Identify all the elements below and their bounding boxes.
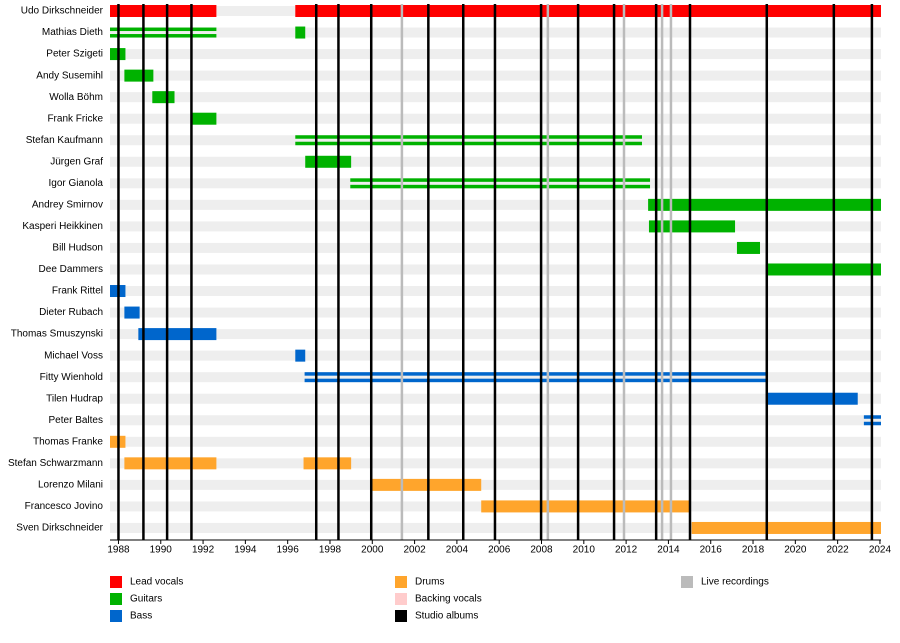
x-tick-label: 2024 [869,545,892,556]
member-bar-secondary [110,34,217,38]
member-bar [110,5,217,17]
legend-swatch [681,576,693,588]
legend-label: Live recordings [701,577,769,588]
row-label: Frank Fricke [47,113,103,124]
member-bar [192,112,217,125]
member-bar [295,5,881,17]
member-bar [152,91,175,104]
member-bar [691,521,881,534]
row-label: Fitty Wienhold [40,372,103,383]
x-tick-label: 2002 [403,545,426,556]
x-tick-label: 1996 [277,545,300,556]
row-label: Udo Dirkschneider [21,6,104,17]
member-bar [138,328,217,341]
row-label: Andy Susemihl [36,70,103,81]
x-tick-label: 1992 [192,545,215,556]
row-label: Tilen Hudrap [46,393,103,404]
row-label: Stefan Kaufmann [26,135,103,146]
row-label: Sven Dirkschneider [16,523,103,534]
member-bar [481,500,690,513]
row-label: Frank Rittel [52,286,103,297]
legend-swatch [110,610,122,622]
row-label: Wolla Böhm [49,92,103,103]
legend-swatch [395,610,407,622]
member-bar [124,306,140,319]
row-label: Peter Baltes [49,415,103,426]
row-label: Kasperi Heikkinen [22,221,103,232]
member-bar [350,178,651,182]
x-tick-label: 2000 [361,545,384,556]
member-bar-secondary [350,184,651,189]
x-tick-label: 1994 [234,545,257,556]
legend-swatch [395,593,407,605]
member-bar [305,155,352,168]
x-tick-label: 1988 [107,545,130,556]
legend-label: Guitars [130,594,162,605]
member-bar [124,69,154,82]
x-tick-label: 2016 [700,545,723,556]
row-label: Dieter Rubach [39,307,103,318]
x-tick-label: 2006 [488,545,511,556]
row-label: Peter Szigeti [46,49,103,60]
x-tick-label: 2010 [573,545,596,556]
legend-label: Bass [130,611,152,622]
member-bar [295,26,306,39]
row-label: Michael Voss [44,350,103,361]
legend-swatch [110,576,122,588]
row-label: Thomas Smuszynski [11,329,103,340]
legend-label: Studio albums [415,611,478,622]
legend-label: Drums [415,577,444,588]
x-tick-label: 2020 [784,545,807,556]
member-bar [736,241,761,254]
member-bar [110,27,217,32]
row-label: Jürgen Graf [50,156,103,167]
member-bar [767,392,858,405]
member-bar [303,457,352,470]
legend-label: Backing vocals [415,594,482,605]
legend-label: Lead vocals [130,577,183,588]
member-bar [304,372,768,376]
x-tick-label: 2008 [530,545,553,556]
row-label: Francesco Jovino [25,501,104,512]
row-label: Bill Hudson [52,243,103,254]
member-bar [648,198,881,211]
member-bar [124,457,217,470]
x-tick-label: 1998 [319,545,342,556]
row-label: Lorenzo Milani [38,480,103,491]
row-label: Stefan Schwarzmann [8,458,103,469]
row-label: Andrey Smirnov [32,200,103,211]
row-label: Thomas Franke [33,436,103,447]
row-label: Igor Gianola [49,178,104,189]
x-tick-label: 1990 [150,545,173,556]
x-tick-label: 2012 [615,545,638,556]
member-bar [295,349,306,362]
x-tick-label: 2004 [446,545,469,556]
member-bar [372,478,482,491]
member-bar-secondary [295,141,642,146]
row-label: Dee Dammers [39,264,103,275]
member-bar [295,135,642,139]
member-bar [767,263,881,276]
x-tick-label: 2018 [742,545,765,556]
legend-swatch [110,593,122,605]
x-tick-label: 2022 [827,545,850,556]
x-tick-label: 2014 [657,545,680,556]
row-label: Mathias Dieth [42,27,103,38]
legend-swatch [395,576,407,588]
member-bar-secondary [304,378,768,383]
